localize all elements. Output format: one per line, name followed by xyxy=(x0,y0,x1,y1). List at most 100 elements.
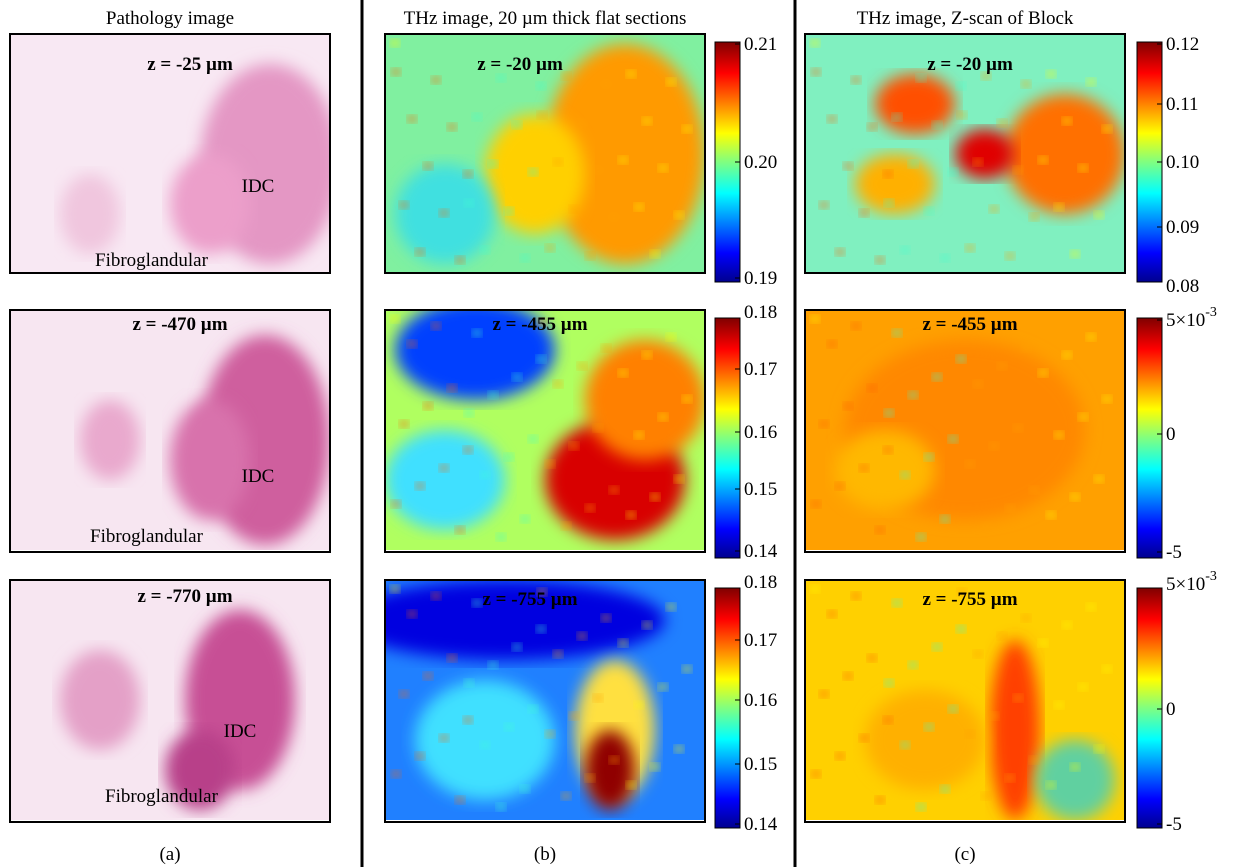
image-speckle xyxy=(1029,486,1039,494)
image-speckle xyxy=(916,803,926,811)
colorbar-tick-label: 0.20 xyxy=(744,152,777,173)
z-label: z = -455 µm xyxy=(922,314,1017,335)
image-speckle xyxy=(455,526,465,534)
image-speckle xyxy=(867,384,877,392)
image-speckle xyxy=(480,471,490,479)
image-speckle xyxy=(835,248,845,256)
image-speckle xyxy=(997,119,1007,127)
image-speckle xyxy=(545,460,555,468)
image-speckle xyxy=(650,493,660,501)
image-speckle xyxy=(924,453,934,461)
tick-mantissa: 5 xyxy=(1166,574,1176,595)
caption: (a) xyxy=(159,844,180,865)
image-speckle xyxy=(447,654,457,662)
image-speckle xyxy=(1078,164,1088,172)
image-speckle xyxy=(682,125,692,133)
image-speckle xyxy=(892,599,902,607)
image-speckle xyxy=(924,207,934,215)
image-speckle xyxy=(585,504,595,512)
colorbar-tick-label: 0.19 xyxy=(744,268,777,289)
image-speckle xyxy=(536,82,546,90)
image-speckle xyxy=(948,168,958,176)
image-speckle xyxy=(1005,252,1015,260)
image-speckle xyxy=(488,661,498,669)
image-speckle xyxy=(496,533,506,541)
image-speckle xyxy=(593,424,603,432)
image-speckle xyxy=(843,162,853,170)
image-speckle xyxy=(463,716,473,724)
annotation: IDC xyxy=(242,466,275,487)
image-speckle xyxy=(390,39,400,47)
colorbar-tick-label: 0.08 xyxy=(1166,276,1199,297)
tick-base: ×10 xyxy=(1176,310,1206,331)
image-speckle xyxy=(1038,156,1048,164)
image-speckle xyxy=(642,117,652,125)
image-speckle xyxy=(634,431,644,439)
image-speckle xyxy=(601,614,611,622)
colorbar xyxy=(715,318,740,558)
image-speckle xyxy=(1046,511,1056,519)
image-speckle xyxy=(569,442,579,450)
colorbar-tick-label: 0.21 xyxy=(744,34,777,55)
image-speckle xyxy=(593,166,603,174)
image-speckle xyxy=(496,74,506,82)
image-speckle xyxy=(989,712,999,720)
z-label: z = -755 µm xyxy=(482,589,577,610)
image-speckle xyxy=(455,256,465,264)
image-region xyxy=(585,730,635,810)
image-speckle xyxy=(472,113,482,121)
image-speckle xyxy=(618,369,628,377)
colorbar-tick-label: 0.11 xyxy=(1166,94,1199,115)
z-label: z = -755 µm xyxy=(922,589,1017,610)
image-speckle xyxy=(1078,683,1088,691)
image-speckle xyxy=(1070,763,1080,771)
image-speckle xyxy=(1005,774,1015,782)
colorbar-tick-label: 0.17 xyxy=(744,359,777,380)
image-speckle xyxy=(561,522,571,530)
image-speckle xyxy=(875,796,885,804)
colorbar-tick-label: 0.14 xyxy=(744,541,778,562)
image-speckle xyxy=(609,486,619,494)
image-speckle xyxy=(827,610,837,618)
image-speckle xyxy=(892,329,902,337)
image-speckle xyxy=(940,515,950,523)
image-speckle xyxy=(1046,70,1056,78)
image-speckle xyxy=(585,774,595,782)
image-speckle xyxy=(528,435,538,443)
image-speckle xyxy=(867,654,877,662)
image-speckle xyxy=(561,792,571,800)
image-speckle xyxy=(577,119,587,127)
column-title: THz image, 20 µm thick flat sections xyxy=(404,8,687,29)
image-speckle xyxy=(843,402,853,410)
image-speckle xyxy=(472,329,482,337)
image-speckle xyxy=(859,734,869,742)
annotation: IDC xyxy=(224,721,257,742)
image-speckle xyxy=(472,599,482,607)
colorbar-tick-label: -5 xyxy=(1166,542,1182,563)
colorbar-tick-label: 0.10 xyxy=(1166,152,1199,173)
image-speckle xyxy=(875,256,885,264)
image-speckle xyxy=(520,254,530,262)
image-speckle xyxy=(867,123,877,131)
image-speckle xyxy=(415,248,425,256)
image-speckle xyxy=(981,792,991,800)
image-speckle xyxy=(965,244,975,252)
colorbar-tick-label: 0.16 xyxy=(744,422,777,443)
image-speckle xyxy=(892,113,902,121)
image-region xyxy=(855,154,935,214)
image-speckle xyxy=(464,679,474,687)
image-speckle xyxy=(674,475,684,483)
tick-base: ×10 xyxy=(1176,574,1206,595)
image-speckle xyxy=(989,442,999,450)
image-speckle xyxy=(536,355,546,363)
image-speckle xyxy=(908,391,918,399)
image-speckle xyxy=(634,203,644,211)
colorbar xyxy=(715,588,740,828)
image-speckle xyxy=(1013,166,1023,174)
image-speckle xyxy=(658,413,668,421)
image-speckle xyxy=(682,395,692,403)
colorbar-tick-label: 0 xyxy=(1166,424,1176,445)
image-speckle xyxy=(835,482,845,490)
image-region xyxy=(865,690,985,790)
image-speckle xyxy=(940,254,950,262)
